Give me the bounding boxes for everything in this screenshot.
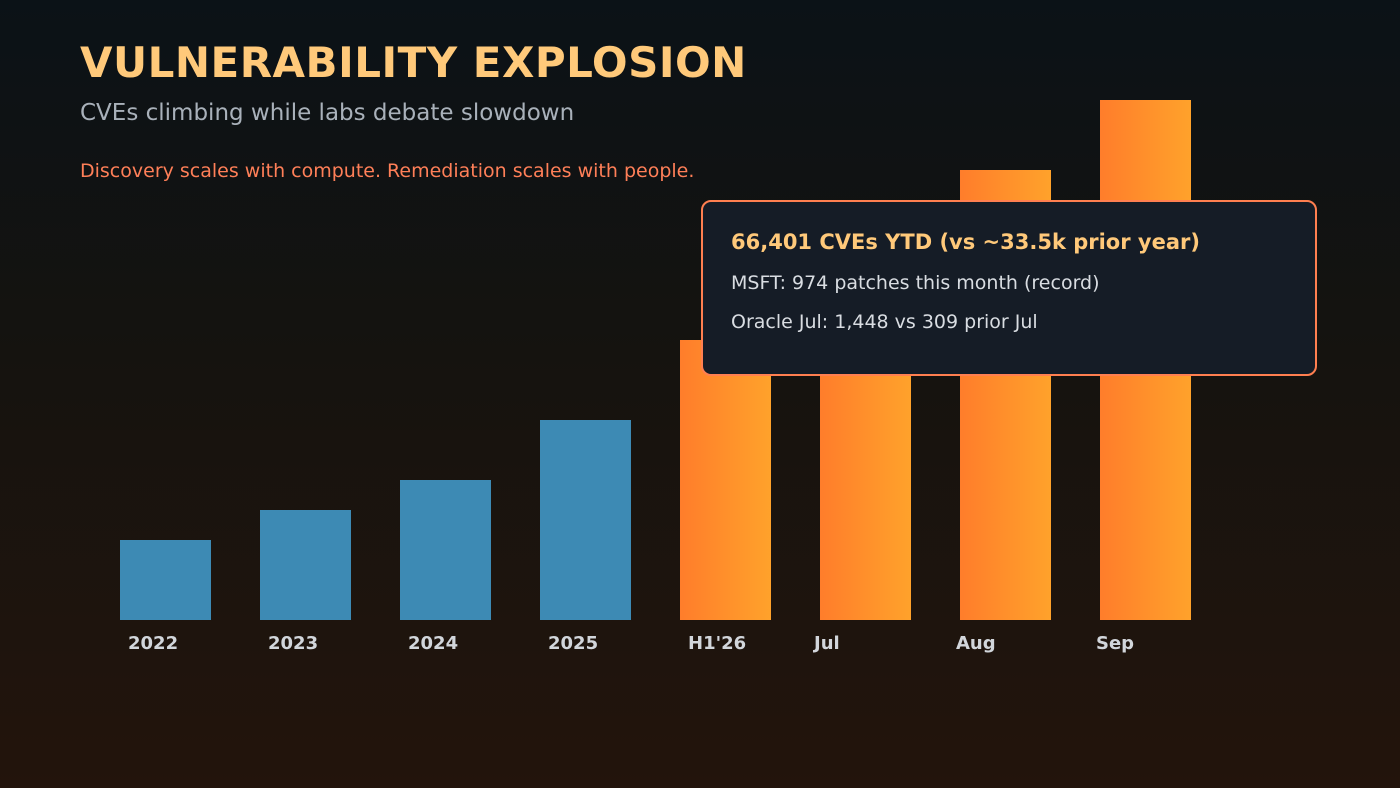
tick-label-h1-26: H1'26: [688, 633, 746, 654]
bar-2024: [400, 480, 491, 620]
bar-2023: [260, 510, 351, 620]
page-title: VULNERABILITY EXPLOSION: [80, 38, 747, 87]
callout-oracle-line: Oracle Jul: 1,448 vs 309 prior Jul: [731, 311, 1038, 333]
tick-label-sep: Sep: [1096, 633, 1134, 654]
page-subtitle: CVEs climbing while labs debate slowdown: [80, 100, 575, 126]
tick-label-2022: 2022: [128, 633, 178, 654]
tick-label-2023: 2023: [268, 633, 318, 654]
tick-label-2025: 2025: [548, 633, 598, 654]
callout-headline: 66,401 CVEs YTD (vs ~33.5k prior year): [731, 230, 1200, 254]
tick-label-2024: 2024: [408, 633, 458, 654]
bar-2025: [540, 420, 631, 620]
bar-h1-26: [680, 340, 771, 620]
tick-label-aug: Aug: [956, 633, 996, 654]
tagline: Discovery scales with compute. Remediati…: [80, 160, 695, 182]
stats-callout: 66,401 CVEs YTD (vs ~33.5k prior year) M…: [701, 200, 1317, 376]
tick-label-jul: Jul: [812, 633, 840, 654]
bar-2022: [120, 540, 211, 620]
callout-msft-line: MSFT: 974 patches this month (record): [731, 272, 1100, 294]
x-axis-ticks: 2022 2023 2024 2025 H1'26 Jul Aug Sep: [128, 633, 1134, 654]
